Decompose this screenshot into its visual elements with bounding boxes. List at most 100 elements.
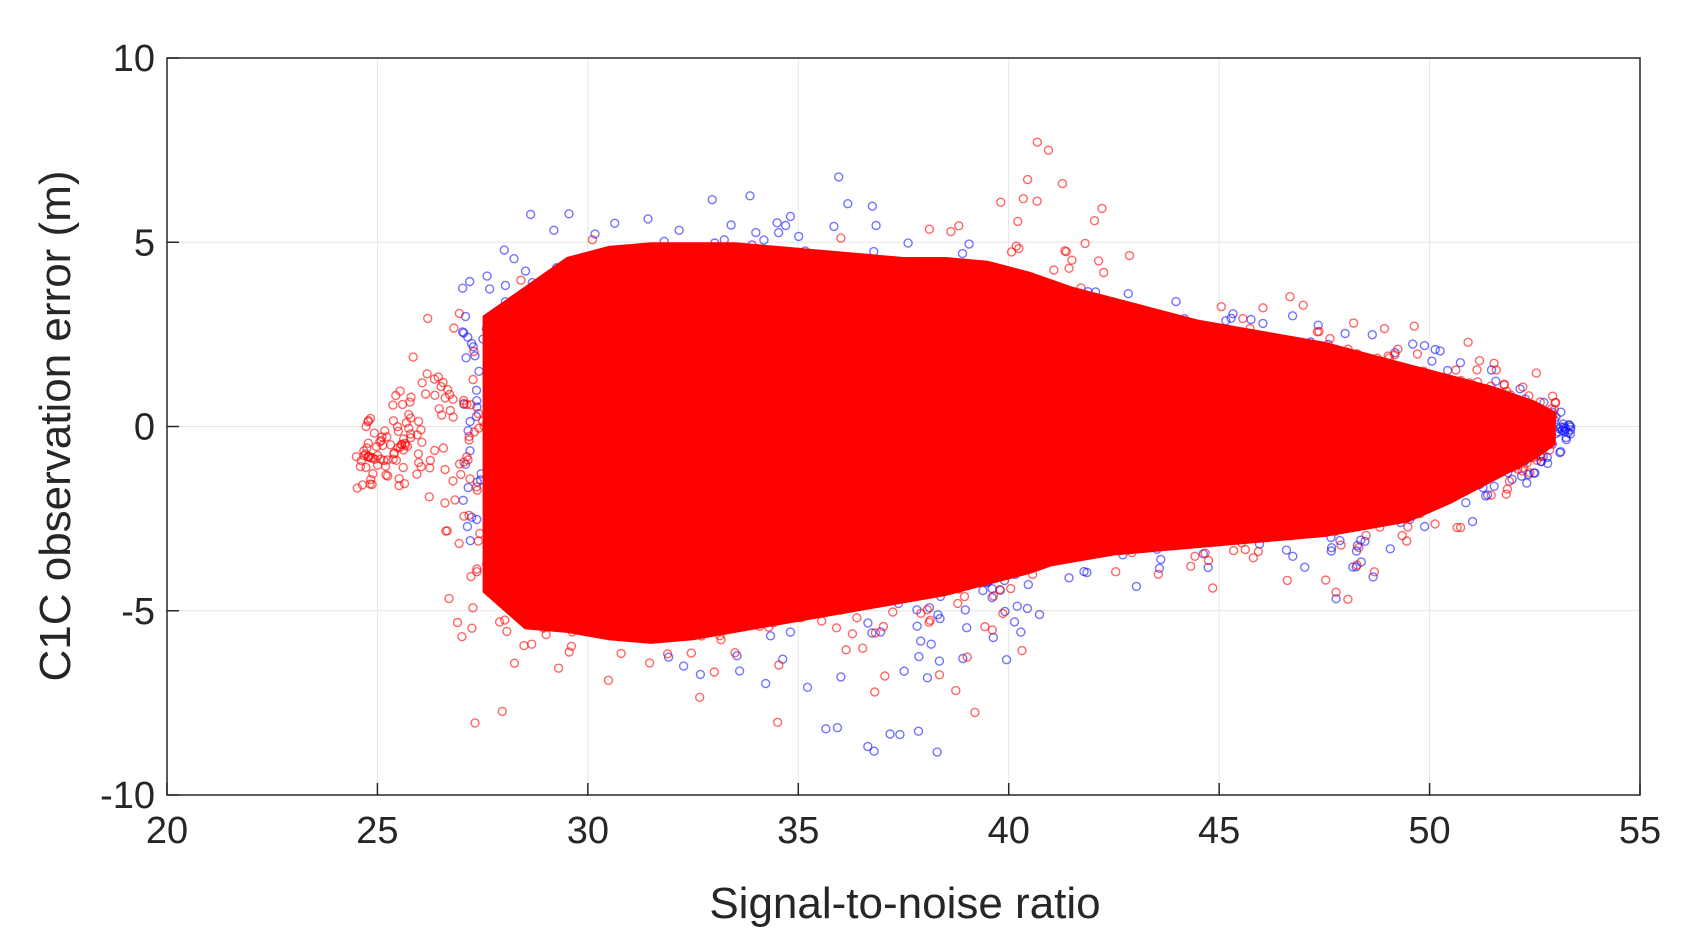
scatter-point xyxy=(784,582,795,593)
scatter-point xyxy=(601,256,612,266)
scatter-point xyxy=(564,354,574,364)
scatter-point xyxy=(780,220,791,231)
scatter-point xyxy=(1411,401,1421,412)
scatter-point xyxy=(683,484,693,495)
scatter-point xyxy=(1538,411,1549,421)
scatter-point xyxy=(878,621,889,632)
scatter-point xyxy=(1008,498,1018,508)
scatter-point xyxy=(525,209,536,220)
scatter-point xyxy=(572,378,582,388)
scatter-point xyxy=(1331,587,1341,597)
scatter-point xyxy=(562,544,572,554)
scatter-point xyxy=(796,613,806,623)
scatter-point xyxy=(1157,523,1167,533)
scatter-point xyxy=(1061,246,1072,257)
scatter-point xyxy=(1478,442,1489,453)
scatter-point xyxy=(722,333,732,343)
scatter-point xyxy=(1458,433,1468,444)
scatter-point xyxy=(1108,404,1118,414)
scatter-point xyxy=(1518,382,1528,392)
scatter-point xyxy=(975,416,986,427)
scatter-point xyxy=(799,567,809,577)
scatter-point xyxy=(540,539,550,549)
scatter-point xyxy=(1003,559,1013,570)
scatter-point xyxy=(1072,312,1083,322)
scatter-point xyxy=(662,489,673,499)
scatter-point xyxy=(478,416,488,426)
scatter-point xyxy=(934,415,944,425)
scatter-point xyxy=(899,433,909,444)
scatter-point xyxy=(804,541,815,552)
scatter-point xyxy=(1060,246,1070,256)
x-tick-label: 50 xyxy=(1408,810,1450,852)
scatter-point xyxy=(747,570,757,581)
scatter-point xyxy=(509,658,520,668)
scatter-point xyxy=(498,474,508,484)
scatter-point xyxy=(519,640,529,651)
scatter-point xyxy=(572,324,583,335)
scatter-point xyxy=(1072,462,1083,472)
scatter-point xyxy=(658,391,668,402)
scatter-point xyxy=(681,412,691,422)
scatter-point xyxy=(440,464,450,475)
scatter-point xyxy=(1418,471,1429,481)
scatter-point xyxy=(1288,472,1298,482)
scatter-point xyxy=(1121,403,1132,413)
scatter-point xyxy=(576,348,586,359)
scatter-point xyxy=(718,470,728,480)
scatter-point xyxy=(554,478,564,488)
scatter-point xyxy=(780,525,790,536)
scatter-point xyxy=(633,441,643,452)
scatter-point xyxy=(757,288,767,298)
scatter-point xyxy=(1194,332,1204,342)
scatter-point xyxy=(466,400,476,410)
scatter-point xyxy=(815,369,826,379)
scatter-point xyxy=(632,489,642,499)
scatter-point xyxy=(568,498,578,509)
scatter-point xyxy=(1336,429,1347,439)
scatter-point xyxy=(1170,422,1180,432)
scatter-point xyxy=(1161,476,1171,486)
scatter-point xyxy=(1397,378,1407,388)
scatter-point xyxy=(878,536,888,547)
scatter-point xyxy=(1194,483,1205,493)
scatter-point xyxy=(625,364,635,374)
scatter-point xyxy=(924,603,935,613)
scatter-point xyxy=(789,481,800,491)
scatter-point xyxy=(1505,390,1516,400)
scatter-point xyxy=(684,596,695,606)
scatter-point xyxy=(834,434,844,444)
scatter-point xyxy=(1564,420,1574,430)
scatter-point xyxy=(1010,474,1020,484)
scatter-point xyxy=(945,469,955,479)
scatter-point xyxy=(1275,384,1286,395)
scatter-point xyxy=(608,615,619,625)
scatter-point xyxy=(943,517,954,527)
scatter-point xyxy=(1556,447,1566,457)
scatter-point xyxy=(1329,438,1339,448)
scatter-point xyxy=(1281,545,1292,555)
scatter-point xyxy=(1527,433,1537,443)
scatter-point xyxy=(1007,393,1017,403)
scatter-point xyxy=(458,395,469,406)
scatter-point xyxy=(1292,375,1303,385)
scatter-point xyxy=(754,499,764,509)
scatter-point xyxy=(829,221,839,232)
scatter-point xyxy=(801,506,811,516)
scatter-point xyxy=(836,605,846,615)
scatter-point xyxy=(1076,283,1086,293)
scatter-point xyxy=(752,372,763,382)
scatter-point xyxy=(870,383,881,393)
scatter-point xyxy=(1148,308,1158,318)
scatter-point xyxy=(1338,482,1349,492)
scatter-point xyxy=(1512,464,1523,474)
scatter-point xyxy=(1147,415,1158,425)
scatter-point xyxy=(543,298,554,308)
scatter-point xyxy=(444,593,454,604)
scatter-point xyxy=(404,409,414,420)
scatter-point xyxy=(1422,495,1432,505)
scatter-point xyxy=(1279,478,1290,488)
scatter-point xyxy=(769,385,780,395)
scatter-point xyxy=(362,443,372,453)
scatter-point xyxy=(861,571,872,582)
